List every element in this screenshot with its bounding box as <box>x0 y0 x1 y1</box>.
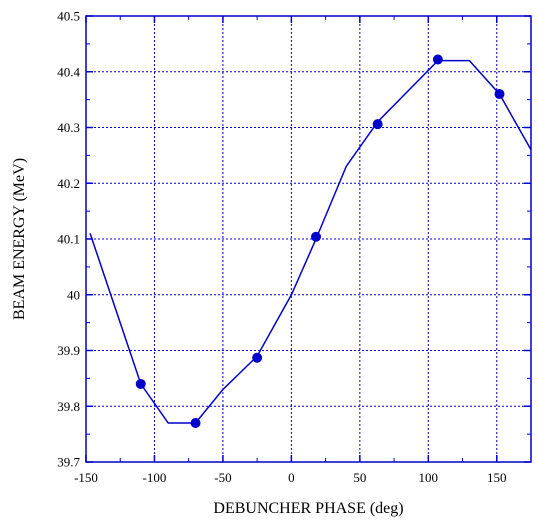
y-tick-label: 40.4 <box>57 64 80 79</box>
data-point-marker <box>494 89 505 100</box>
x-tick-label: 0 <box>288 470 295 485</box>
data-point-marker <box>135 378 146 389</box>
data-point-marker <box>252 352 263 363</box>
y-axis-title: BEAM ENERGY (MeV) <box>11 158 28 320</box>
data-point-marker <box>190 417 201 428</box>
x-tick-label: -150 <box>74 470 98 485</box>
y-tick-label: 39.8 <box>57 399 80 414</box>
y-tick-labels: 39.7 39.8 39.9 40 40.1 40.2 40.3 40.4 40.5 <box>57 9 80 470</box>
y-tick-label: 39.7 <box>57 455 80 470</box>
tick-marks <box>85 15 531 463</box>
y-tick-label: 40.3 <box>57 120 80 135</box>
data-point-marker <box>311 231 322 242</box>
x-tick-label: -100 <box>143 470 167 485</box>
x-tick-labels: -150 -100 -50 0 50 100 150 <box>74 470 506 485</box>
y-tick-label: 40.2 <box>57 176 80 191</box>
data-series <box>89 54 532 428</box>
x-tick-label: 100 <box>419 470 439 485</box>
data-point-marker <box>372 119 383 130</box>
y-tick-label: 40.5 <box>57 9 80 24</box>
y-tick-label: 39.9 <box>57 343 80 358</box>
x-axis-title: DEBUNCHER PHASE (deg) <box>213 500 403 517</box>
data-point-marker <box>432 54 443 65</box>
x-tick-label: 150 <box>487 470 507 485</box>
grid-lines <box>86 16 531 462</box>
y-tick-label: 40.1 <box>57 232 80 247</box>
y-tick-label: 40 <box>67 287 80 302</box>
x-tick-label: -50 <box>214 470 231 485</box>
x-tick-label: 50 <box>353 470 366 485</box>
energy-curve-line <box>89 59 532 424</box>
plot-frame <box>85 15 532 463</box>
